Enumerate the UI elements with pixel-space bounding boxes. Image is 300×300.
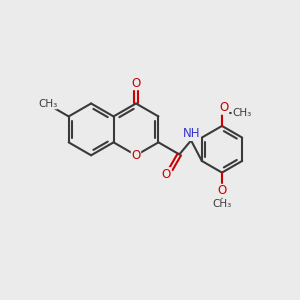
Text: CH₃: CH₃ [212, 199, 232, 209]
Text: O: O [162, 168, 171, 181]
Text: CH₃: CH₃ [38, 99, 57, 109]
Text: CH₃: CH₃ [232, 108, 251, 118]
Text: NH: NH [183, 128, 200, 140]
Text: O: O [219, 101, 229, 114]
Text: O: O [218, 184, 226, 197]
Text: O: O [131, 149, 141, 162]
Text: O: O [131, 77, 141, 90]
